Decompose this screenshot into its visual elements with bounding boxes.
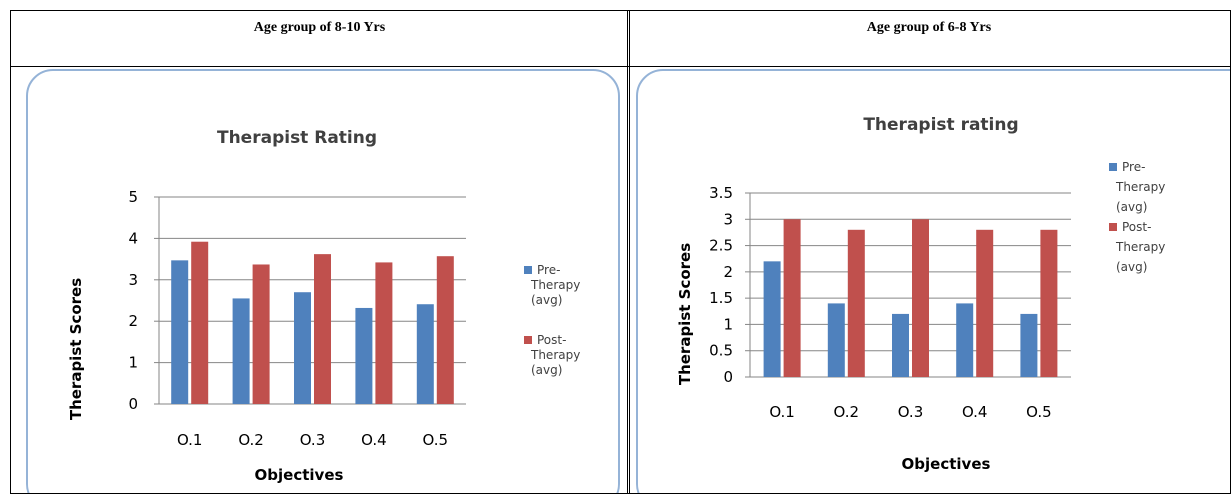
y-tick-label: 0 bbox=[723, 368, 733, 386]
x-ticks: O.1 O.2 O.3 O.4 O.5 bbox=[177, 431, 448, 449]
legend-swatch bbox=[524, 266, 532, 274]
x-tick-label: O.1 bbox=[769, 403, 795, 421]
y-tick-label: 3 bbox=[723, 210, 733, 228]
chart-frame bbox=[636, 69, 1230, 493]
x-tick-label: O.5 bbox=[1026, 403, 1052, 421]
bar-post-O.5 bbox=[436, 256, 454, 404]
x-tick-label: O.3 bbox=[300, 431, 326, 449]
y-axis-title: Therapist Scores bbox=[67, 278, 85, 420]
bars bbox=[763, 219, 1058, 377]
y-tick-label: 2.5 bbox=[709, 237, 733, 255]
legend-label: Therapy bbox=[530, 348, 580, 362]
x-tick-label: O.5 bbox=[423, 431, 449, 449]
chart-title: Therapist Rating bbox=[217, 128, 377, 148]
x-tick-label: O.2 bbox=[834, 403, 860, 421]
y-tick-label: 5 bbox=[128, 188, 138, 206]
bar-pre-O.2 bbox=[827, 303, 845, 377]
bar-post-O.4 bbox=[976, 229, 994, 377]
legend-label: Post- bbox=[1122, 220, 1151, 234]
bar-pre-O.3 bbox=[294, 292, 311, 404]
chart-8-10: Therapist Rating Therapist Scores Object… bbox=[26, 69, 620, 493]
y-tick-label: 1.5 bbox=[709, 289, 733, 307]
bar-pre-O.3 bbox=[892, 313, 909, 377]
legend-label: Therapy bbox=[1115, 180, 1165, 194]
gridlines bbox=[154, 196, 466, 405]
legend: Pre- Therapy (avg) Post- Therapy (avg) bbox=[1109, 160, 1165, 274]
bar-pre-O.2 bbox=[232, 298, 250, 404]
chart-6-8: Therapist rating Therapist Scores Object… bbox=[636, 69, 1230, 493]
y-tick-label: 2 bbox=[128, 312, 138, 330]
bar-post-O.3 bbox=[314, 254, 331, 404]
legend-label: Therapy bbox=[530, 278, 580, 292]
bar-pre-O.1 bbox=[763, 261, 781, 377]
y-tick-label: 3.5 bbox=[709, 184, 733, 202]
legend-swatch bbox=[1109, 163, 1117, 171]
y-tick-label: 0.5 bbox=[709, 342, 733, 360]
legend-label: (avg) bbox=[1116, 260, 1147, 274]
bar-post-O.3 bbox=[912, 219, 929, 377]
legend-label: (avg) bbox=[1116, 200, 1147, 214]
bar-pre-O.1 bbox=[171, 260, 189, 404]
header-age-8-10: Age group of 8-10 Yrs bbox=[11, 11, 628, 67]
chart-cell-6-8: Therapist rating Therapist Scores Object… bbox=[631, 67, 1230, 493]
bar-post-O.5 bbox=[1040, 229, 1058, 377]
bars bbox=[171, 241, 454, 404]
y-ticks: 0 1 2 3 4 5 bbox=[128, 188, 138, 413]
legend: Pre-Therapy(avg)Post-Therapy(avg) bbox=[524, 263, 580, 377]
y-tick-label: 4 bbox=[128, 229, 138, 247]
y-ticks: 0 0.5 1 1.5 2 2.5 3 3.5 bbox=[709, 184, 733, 386]
bar-post-O.1 bbox=[783, 219, 801, 377]
legend-label: Pre- bbox=[537, 263, 560, 277]
y-tick-label: 0 bbox=[128, 395, 138, 413]
x-axis-title: Objectives bbox=[902, 455, 991, 473]
x-tick-label: O.4 bbox=[962, 403, 988, 421]
bar-post-O.2 bbox=[847, 229, 865, 377]
y-axis-title: Therapist Scores bbox=[676, 243, 694, 385]
x-tick-label: O.2 bbox=[238, 431, 264, 449]
chart-cell-8-10: Therapist Rating Therapist Scores Object… bbox=[11, 67, 627, 493]
bar-post-O.4 bbox=[375, 262, 393, 404]
bar-pre-O.4 bbox=[355, 307, 373, 404]
header-age-6-8: Age group of 6-8 Yrs bbox=[628, 11, 1230, 67]
legend-label: (avg) bbox=[531, 293, 562, 307]
y-tick-label: 1 bbox=[128, 354, 138, 372]
gridlines bbox=[745, 192, 1071, 378]
chart-title: Therapist rating bbox=[863, 115, 1018, 135]
y-tick-label: 2 bbox=[723, 263, 733, 281]
bar-pre-O.4 bbox=[956, 303, 974, 377]
legend-label: Therapy bbox=[1115, 240, 1165, 254]
x-axis-title: Objectives bbox=[255, 466, 344, 484]
legend-label: (avg) bbox=[531, 363, 562, 377]
bar-post-O.2 bbox=[252, 264, 270, 404]
x-tick-label: O.1 bbox=[177, 431, 203, 449]
y-tick-label: 1 bbox=[723, 315, 733, 333]
legend-swatch bbox=[524, 336, 532, 344]
x-tick-label: O.4 bbox=[361, 431, 387, 449]
bar-pre-O.5 bbox=[416, 304, 434, 404]
comparison-table: Age group of 8-10 Yrs Age group of 6-8 Y… bbox=[10, 10, 1231, 494]
x-ticks: O.1 O.2 O.3 O.4 O.5 bbox=[769, 403, 1051, 421]
x-tick-label: O.3 bbox=[898, 403, 924, 421]
legend-label: Post- bbox=[537, 333, 566, 347]
legend-swatch bbox=[1109, 223, 1117, 231]
legend-label: Pre- bbox=[1122, 160, 1145, 174]
y-tick-label: 3 bbox=[128, 271, 138, 289]
bar-post-O.1 bbox=[191, 241, 209, 404]
column-divider bbox=[627, 11, 630, 493]
bar-pre-O.5 bbox=[1020, 313, 1038, 377]
